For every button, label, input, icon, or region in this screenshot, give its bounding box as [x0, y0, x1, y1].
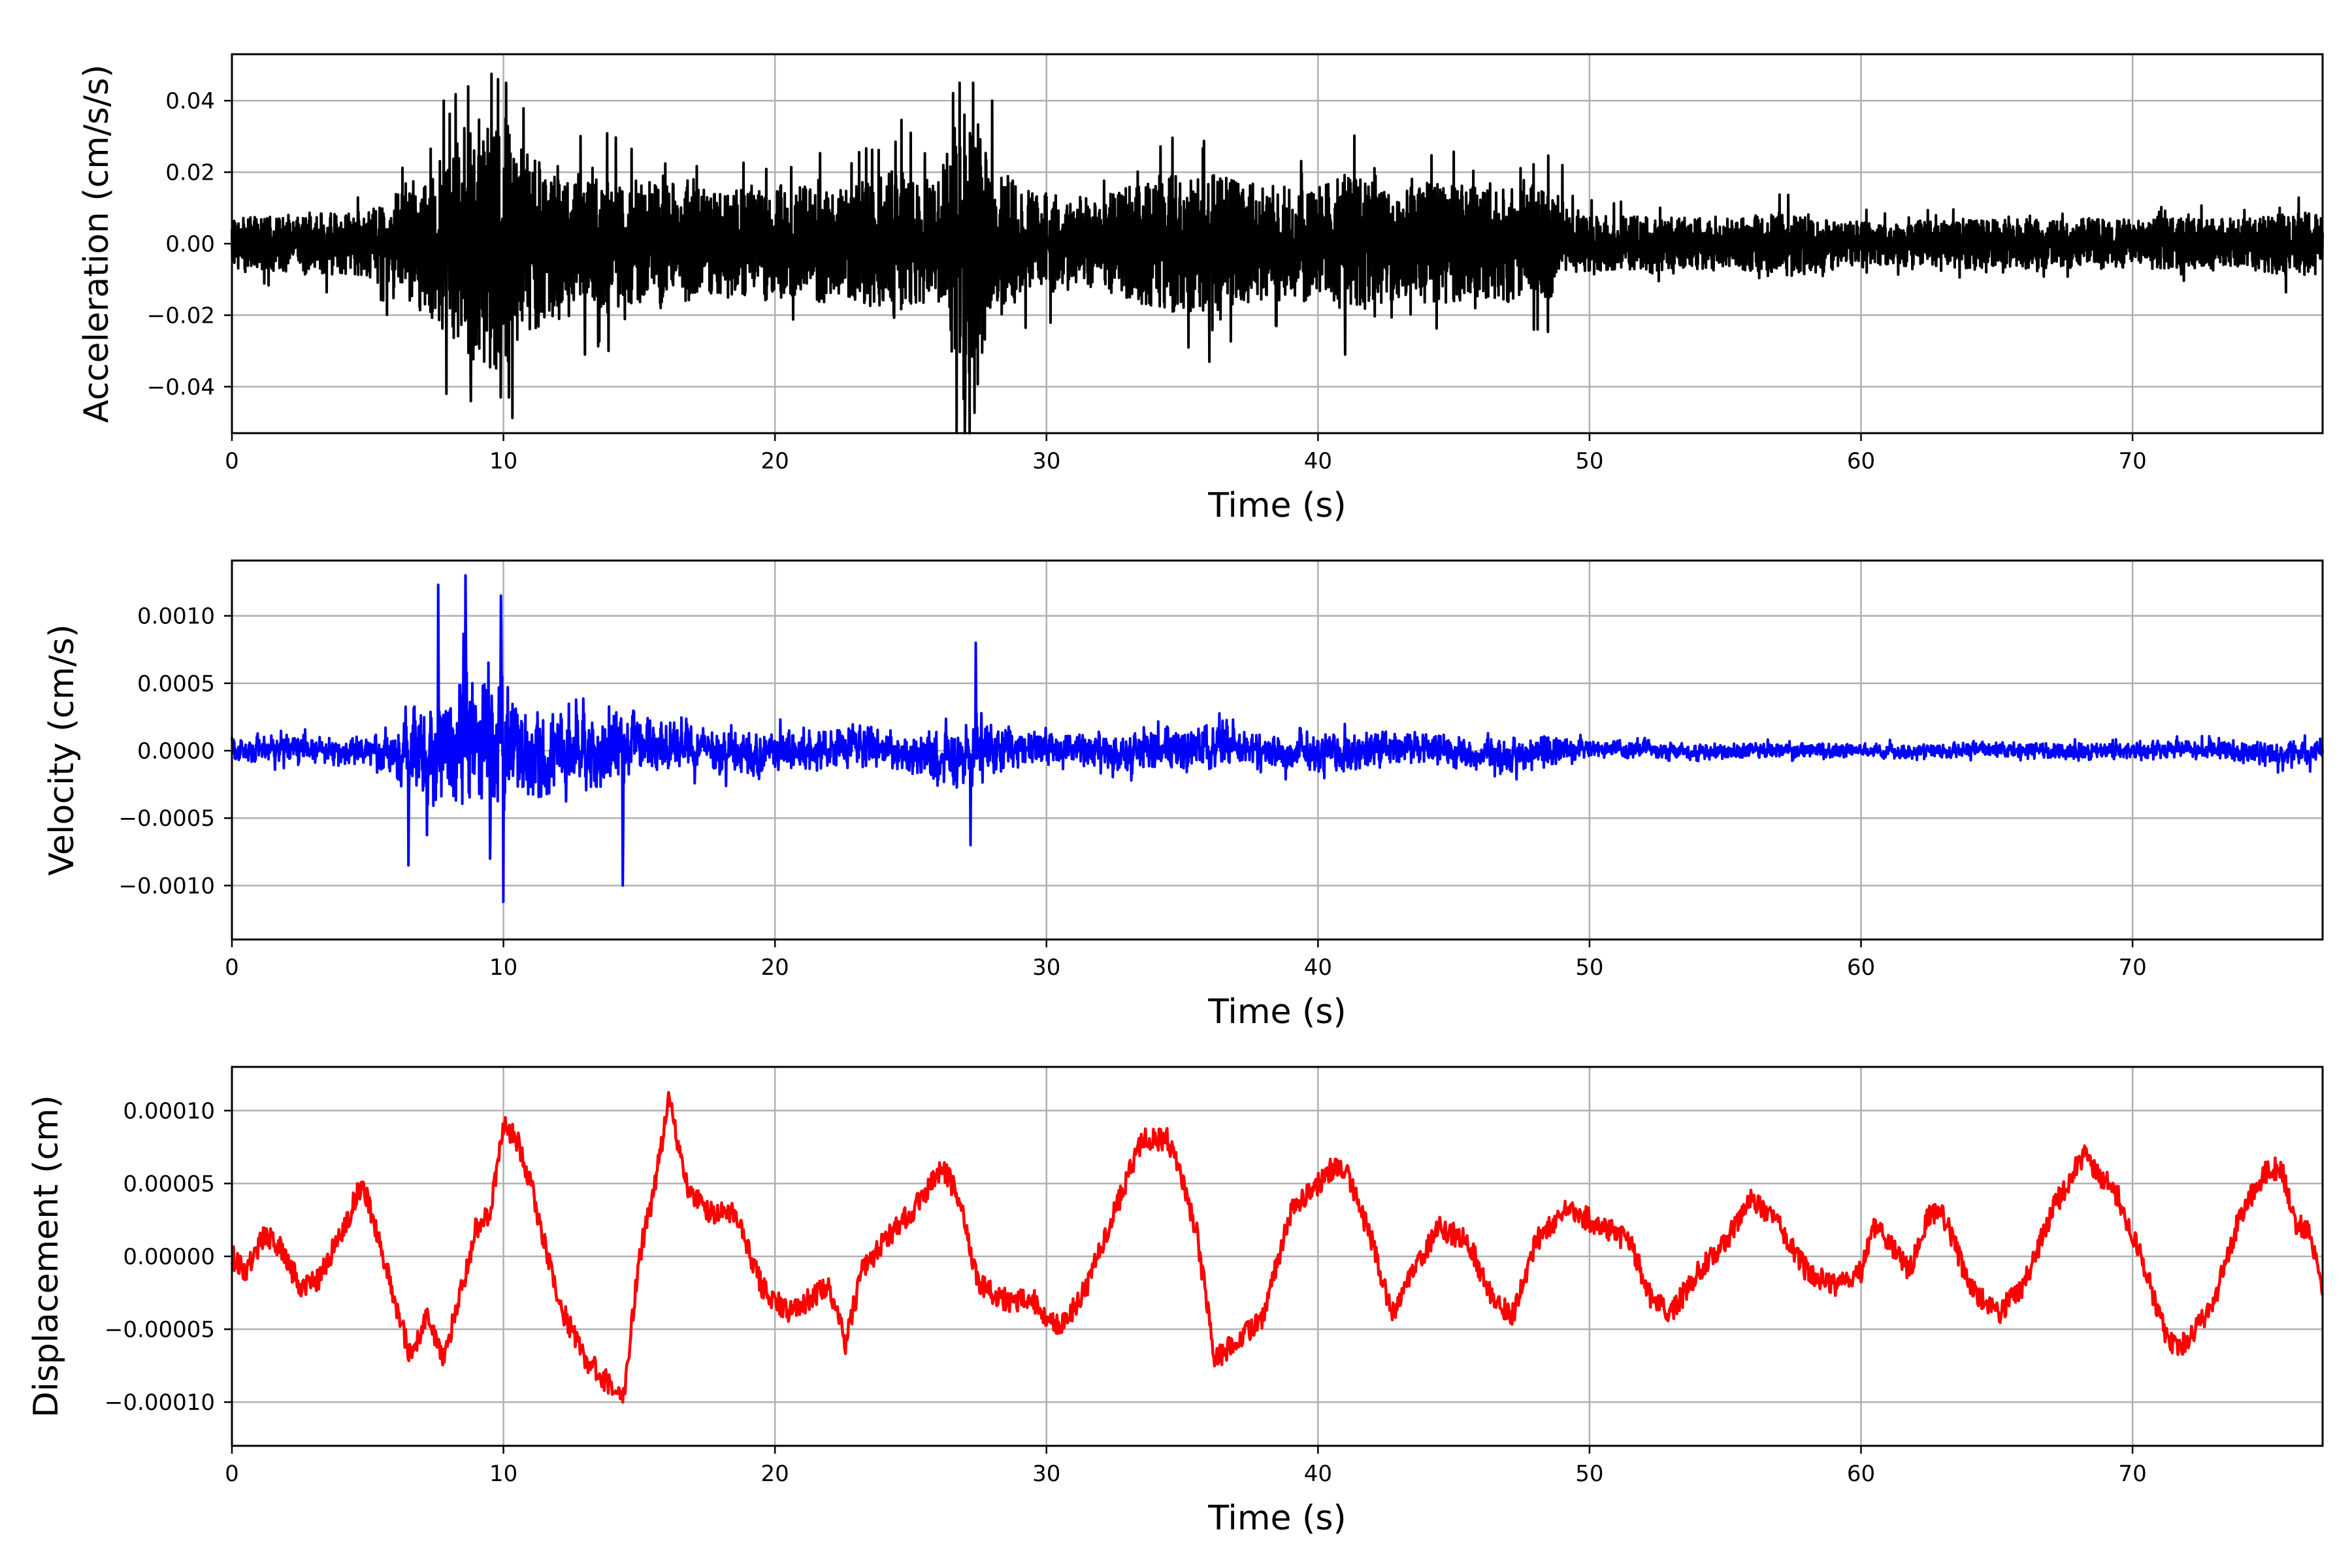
displacement-y-tick-label: −0.00005 — [105, 1317, 215, 1343]
displacement-x-tick-label: 40 — [1304, 1461, 1332, 1487]
acceleration-y-tick-label: −0.04 — [147, 374, 215, 400]
acceleration-x-axis-label: Time (s) — [1207, 486, 1346, 525]
displacement-panel: 0 10 20 30 40 50 60 70 −0.00010 −0.00005 0.00000 0.… — [27, 1066, 2325, 1538]
displacement-y-tick-label: 0.00000 — [123, 1244, 215, 1270]
velocity-y-tick-label: −0.0010 — [119, 873, 215, 899]
displacement-x-tick-label: 0 — [225, 1461, 239, 1487]
velocity-y-tick-label: 0.0000 — [137, 738, 215, 764]
velocity-x-tick-label: 60 — [1847, 955, 1875, 981]
displacement-x-tick-label: 30 — [1032, 1461, 1060, 1487]
displacement-x-tick-label: 50 — [1575, 1461, 1603, 1487]
displacement-x-tick-label: 70 — [2118, 1461, 2146, 1487]
velocity-x-axis-label: Time (s) — [1207, 992, 1346, 1032]
velocity-y-tick-label: 0.0005 — [137, 671, 215, 697]
displacement-y-tick-label: 0.00005 — [123, 1171, 215, 1197]
velocity-panel: 0 10 20 30 40 50 60 70 −0.0010 −0.0005 0.0000 0.000… — [42, 559, 2324, 1032]
acceleration-series-line — [231, 73, 2324, 434]
velocity-x-tick-label: 0 — [225, 955, 239, 981]
displacement-y-tick-label: −0.00010 — [105, 1390, 215, 1416]
acceleration-x-tick-label: 10 — [489, 448, 517, 474]
displacement-x-tick-label: 20 — [761, 1461, 789, 1487]
displacement-series-line — [230, 1090, 2325, 1404]
acceleration-x-tick-label: 70 — [2118, 448, 2146, 474]
velocity-series-line — [231, 574, 2324, 904]
velocity-x-tick-label: 20 — [761, 955, 789, 981]
acceleration-x-tick-label: 20 — [761, 448, 789, 474]
velocity-y-tick-label: −0.0005 — [119, 806, 215, 832]
acceleration-y-tick-label: 0.04 — [165, 88, 215, 114]
acceleration-x-tick-label: 30 — [1032, 448, 1060, 474]
displacement-x-tick-label: 10 — [489, 1461, 517, 1487]
velocity-y-tick-label: 0.0010 — [137, 604, 215, 630]
velocity-x-tick-label: 50 — [1575, 955, 1603, 981]
acceleration-y-axis-label: Acceleration (cm/s/s) — [77, 65, 116, 423]
displacement-x-tick-label: 60 — [1847, 1461, 1875, 1487]
velocity-x-tick-label: 70 — [2118, 955, 2146, 981]
acceleration-x-tick-label: 40 — [1304, 448, 1332, 474]
acceleration-x-tick-label: 0 — [225, 448, 239, 474]
acceleration-y-tick-label: 0.00 — [165, 231, 215, 257]
acceleration-panel: 0 10 20 30 40 50 60 70 −0.04 −0.02 0.00 0.02 0.04 Tim… — [77, 53, 2324, 525]
acceleration-x-tick-label: 50 — [1575, 448, 1603, 474]
displacement-y-axis-label: Displacement (cm) — [27, 1095, 66, 1418]
velocity-x-tick-label: 40 — [1304, 955, 1332, 981]
acceleration-x-tick-label: 60 — [1847, 448, 1875, 474]
velocity-x-tick-label: 30 — [1032, 955, 1060, 981]
acceleration-y-tick-label: −0.02 — [147, 302, 215, 329]
displacement-x-axis-label: Time (s) — [1207, 1499, 1346, 1538]
acceleration-y-tick-label: 0.02 — [165, 160, 215, 186]
displacement-y-tick-label: 0.00010 — [123, 1098, 215, 1124]
velocity-x-tick-label: 10 — [489, 955, 517, 981]
velocity-y-axis-label: Velocity (cm/s) — [42, 625, 82, 876]
